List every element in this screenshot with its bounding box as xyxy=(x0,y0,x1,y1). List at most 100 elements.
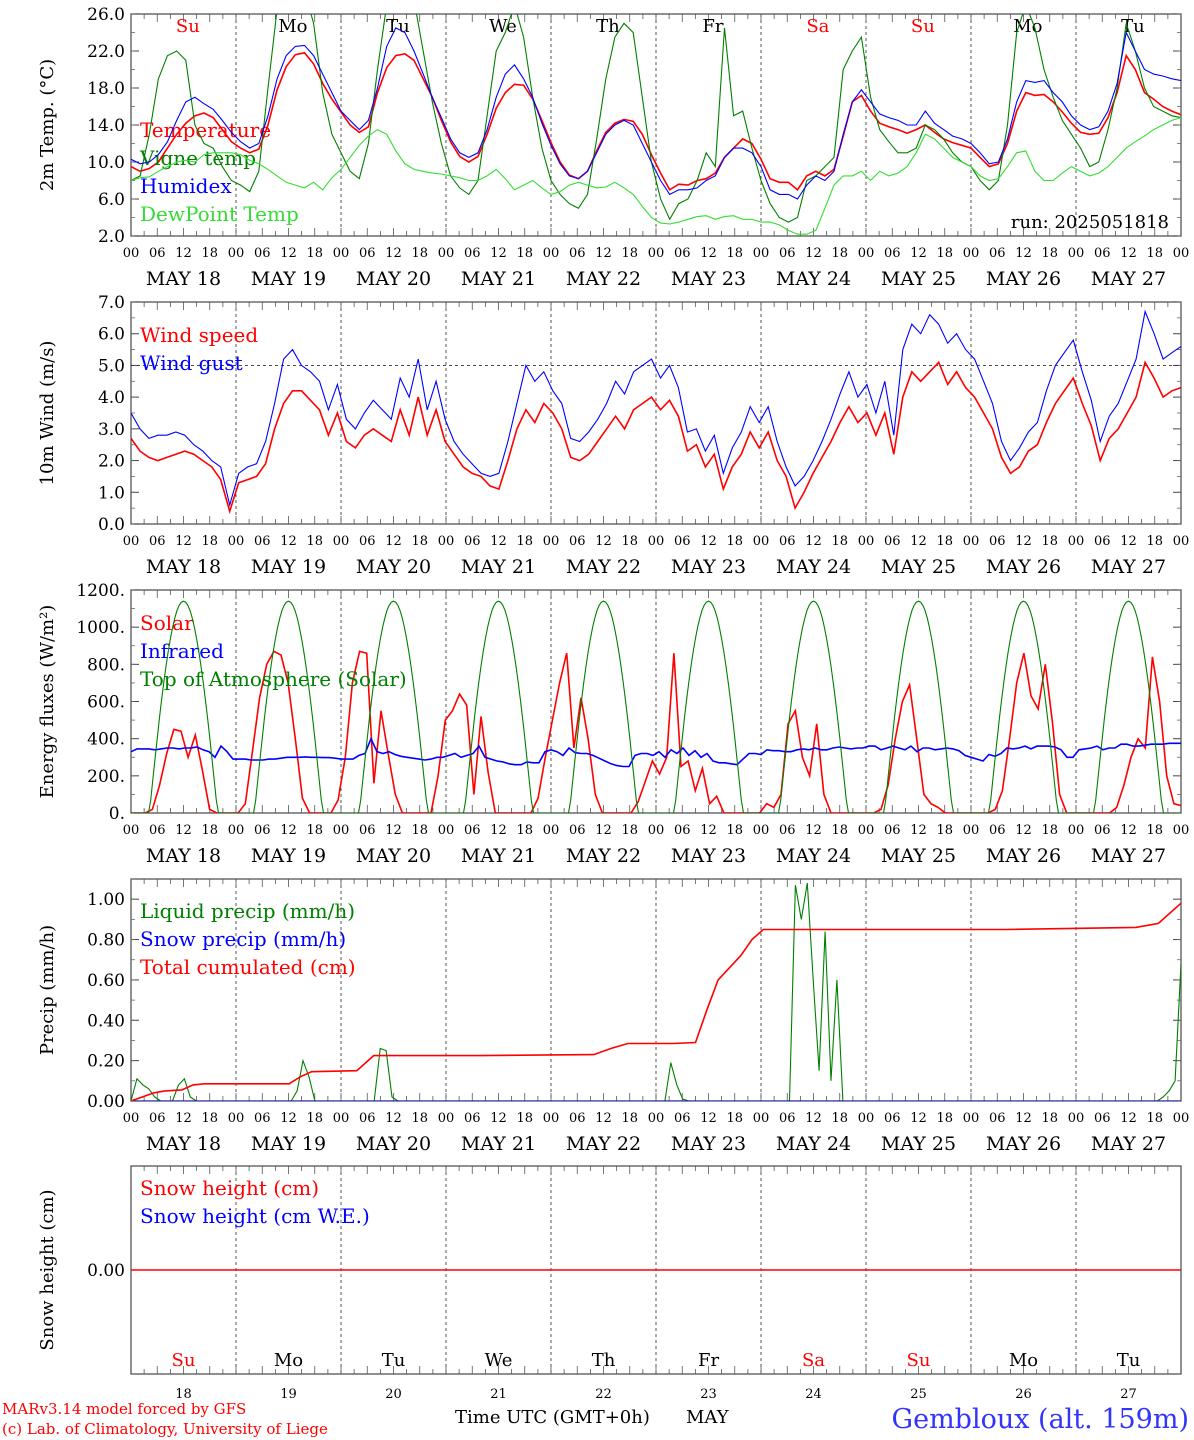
x-hour-label: 12 xyxy=(910,1111,927,1126)
legend-entry: Wind speed xyxy=(140,323,258,347)
x-hour-label: 18 xyxy=(306,246,323,261)
x-hour-label: 06 xyxy=(884,246,901,261)
x-hour-label: 06 xyxy=(464,534,481,549)
x-hour-label: 00 xyxy=(963,823,980,838)
x-hour-label: 12 xyxy=(280,823,297,838)
panel-2: 0.0 1.0 2.0 3.0 4.0 5.0 6.0 7.0 10m Wind (m/s) 00… xyxy=(37,293,1189,578)
legend-entry: Solar xyxy=(140,611,194,635)
x-hour-label: 18 xyxy=(726,1111,743,1126)
x-hour-label: 06 xyxy=(359,246,376,261)
x-hour-label: 06 xyxy=(779,246,796,261)
x-hour-label: 12 xyxy=(1015,534,1032,549)
x-hour-label: 06 xyxy=(989,534,1006,549)
weekday-label: We xyxy=(489,16,517,37)
x-hour-label: 00 xyxy=(228,246,245,261)
x-hour-label: 00 xyxy=(648,1111,665,1126)
y-axis-label: Precip (mm/h) xyxy=(37,925,58,1055)
x-hour-label: 18 xyxy=(516,1111,533,1126)
x-day-label: MAY 25 xyxy=(881,1133,956,1155)
x-hour-label: 06 xyxy=(1094,1111,1111,1126)
panel-1: 2.0 6.0 10.0 14.0 18.0 22.0 26.0 2m Temp. (°C) 0… xyxy=(37,5,1189,290)
x-hour-label: 00 xyxy=(228,823,245,838)
y-tick-label: 0.00 xyxy=(87,1261,125,1281)
y-tick-label: 200. xyxy=(87,767,125,787)
x-hour-label: 00 xyxy=(753,1111,770,1126)
x-hour-label: 18 xyxy=(411,823,428,838)
x-hour-label: 06 xyxy=(779,534,796,549)
x-hour-label: 06 xyxy=(149,1111,166,1126)
x-hour-label: 00 xyxy=(858,534,875,549)
x-hour-label: 18 xyxy=(621,534,638,549)
x-hour-label: 06 xyxy=(989,1111,1006,1126)
x-day-label: MAY 24 xyxy=(776,556,851,578)
run-annotation: run: 2025051818 xyxy=(1011,212,1169,233)
x-hour-label: 06 xyxy=(1094,534,1111,549)
y-tick-label: 1200. xyxy=(76,581,125,601)
weekday-label: Sa xyxy=(806,16,829,37)
x-day-label: MAY 18 xyxy=(146,845,221,867)
legend-entry: Vigne temp xyxy=(139,146,256,170)
x-hour-label: 18 xyxy=(1146,246,1163,261)
x-hour-label: 00 xyxy=(1068,246,1085,261)
x-hour-label: 18 xyxy=(726,246,743,261)
x-hour-label: 00 xyxy=(858,823,875,838)
x-day-label: MAY 22 xyxy=(566,556,641,578)
x-hour-label: 18 xyxy=(201,1111,218,1126)
x-day-label: MAY 20 xyxy=(356,556,431,578)
x-hour-label: 18 xyxy=(306,534,323,549)
x-hour-label: 06 xyxy=(779,1111,796,1126)
x-hour-label: 00 xyxy=(1068,823,1085,838)
x-day-label: MAY 24 xyxy=(776,845,851,867)
x-hour-label: 18 xyxy=(831,823,848,838)
x-hour-label: 06 xyxy=(674,534,691,549)
x-day-label: MAY 20 xyxy=(356,268,431,290)
weekday-label: Su xyxy=(176,16,200,37)
x-hour-label: 12 xyxy=(490,1111,507,1126)
x-hour-label: 00 xyxy=(123,534,140,549)
weekday-label: We xyxy=(485,1350,513,1371)
x-hour-label: 00 xyxy=(228,1111,245,1126)
x-hour-label: 18 xyxy=(201,823,218,838)
x-hour-label: 00 xyxy=(858,246,875,261)
x-hour-label: 12 xyxy=(805,1111,822,1126)
y-tick-label: 0. xyxy=(109,804,125,824)
x-day-label: MAY 19 xyxy=(251,268,326,290)
x-hour-label: 06 xyxy=(149,534,166,549)
x-day-label: MAY 23 xyxy=(671,1133,746,1155)
y-tick-label: 800. xyxy=(87,655,125,675)
legend-entry: Infrared xyxy=(140,639,224,663)
panel-3: 0. 200. 400. 600. 800. 1000. 1200. Energy fluxe… xyxy=(37,581,1189,867)
x-hour-label: 12 xyxy=(1120,534,1137,549)
legend-entry: Snow height (cm) xyxy=(140,1176,319,1200)
x-hour-label: 18 xyxy=(1041,1111,1058,1126)
x-hour-label: 06 xyxy=(254,1111,271,1126)
weekday-label: Tu xyxy=(1121,16,1145,37)
x-day-label: MAY 23 xyxy=(671,845,746,867)
x-hour-label: 12 xyxy=(175,534,192,549)
x-hour-label: 06 xyxy=(674,823,691,838)
x-hour-label: 00 xyxy=(648,534,665,549)
y-axis-label: Snow height (cm) xyxy=(37,1189,58,1350)
x-hour-label: 18 xyxy=(1041,246,1058,261)
x-hour-label: 12 xyxy=(490,823,507,838)
series-line xyxy=(131,51,1181,191)
x-hour-label: 12 xyxy=(280,246,297,261)
x-hour-label: 06 xyxy=(149,823,166,838)
x-day-label: MAY 27 xyxy=(1091,268,1166,290)
weekday-label: Mo xyxy=(274,1350,303,1371)
weekday-label: Fr xyxy=(698,1350,719,1371)
x-day-label: MAY 24 xyxy=(776,268,851,290)
x-hour-label: 00 xyxy=(543,1111,560,1126)
x-day-label: MAY 26 xyxy=(986,268,1061,290)
y-tick-label: 1000. xyxy=(76,618,125,638)
legend-entry: Top of Atmosphere (Solar) xyxy=(140,667,407,691)
x-day-label: MAY 26 xyxy=(986,1133,1061,1155)
x-hour-label: 12 xyxy=(700,246,717,261)
y-tick-label: 26.0 xyxy=(87,5,125,25)
x-hour-label: 18 xyxy=(831,534,848,549)
x-hour-label: 18 xyxy=(936,823,953,838)
x-hour-label: 06 xyxy=(1094,246,1111,261)
y-tick-label: 3.0 xyxy=(98,420,125,440)
weekday-label: Fr xyxy=(702,16,723,37)
